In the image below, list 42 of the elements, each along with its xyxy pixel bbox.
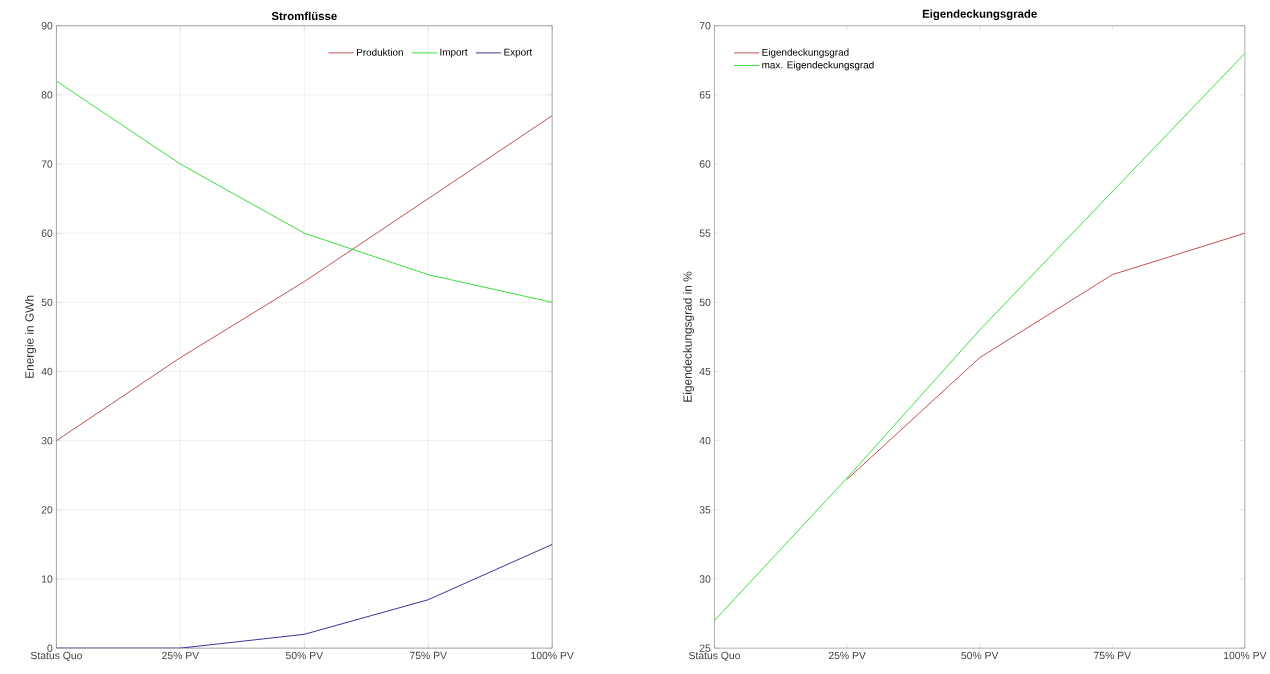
y-tick-label: 60	[41, 229, 53, 237]
chart-title: Stromflüsse	[271, 11, 337, 21]
y-tick-label: 10	[41, 575, 53, 583]
y-tick-label: 0	[47, 644, 53, 652]
legend-label: max. Eigendeckungsgrad	[762, 61, 874, 71]
y-tick-label: 50	[41, 298, 53, 307]
x-tick-label: 25% PV	[828, 651, 866, 660]
y-tick-label: 30	[41, 437, 53, 445]
y-axis-title: Energie in GWh	[24, 295, 37, 378]
y-tick-label: 35	[699, 506, 711, 514]
y-axis-title: Eigendeckungsgrad in %	[683, 271, 695, 402]
line-series	[846, 232, 1245, 480]
x-tick-label: 25% PV	[162, 651, 200, 660]
line-series	[56, 80, 553, 303]
y-tick-label: 65	[699, 91, 711, 99]
y-tick-label: 80	[41, 91, 53, 99]
y-tick-label: 90	[41, 22, 53, 30]
x-tick-label: Status Quo	[30, 651, 82, 662]
y-tick-label: 25	[699, 644, 711, 652]
x-tick-label: 50% PV	[285, 651, 324, 660]
legend-label: Eigendeckungsgrad	[762, 48, 849, 58]
x-tick-label: Status Quo	[688, 651, 741, 662]
y-tick-label: 45	[699, 367, 711, 376]
y-tick-label: 70	[699, 22, 711, 30]
line-series	[56, 544, 553, 649]
x-tick-label: 75% PV	[1094, 651, 1131, 660]
y-tick-label: 30	[699, 575, 711, 583]
y-tick-label: 20	[41, 506, 53, 514]
chart-title: Eigendeckungsgrade	[922, 9, 1037, 21]
legend-label: Produktion	[357, 48, 403, 56]
x-tick-label: 100% PV	[1224, 651, 1267, 660]
y-tick-label: 60	[699, 160, 711, 168]
x-tick-label: 75% PV	[409, 651, 447, 660]
x-tick-label: 100% PV	[531, 651, 574, 660]
y-tick-label: 70	[41, 160, 53, 168]
x-tick-label: 50% PV	[961, 651, 999, 660]
y-tick-label: 40	[699, 437, 711, 445]
y-tick-label: 50	[699, 298, 711, 307]
y-tick-label: 55	[699, 229, 711, 237]
y-tick-label: 40	[41, 367, 53, 376]
legend-label: Import	[440, 48, 468, 58]
legend-label: Export	[504, 48, 533, 58]
